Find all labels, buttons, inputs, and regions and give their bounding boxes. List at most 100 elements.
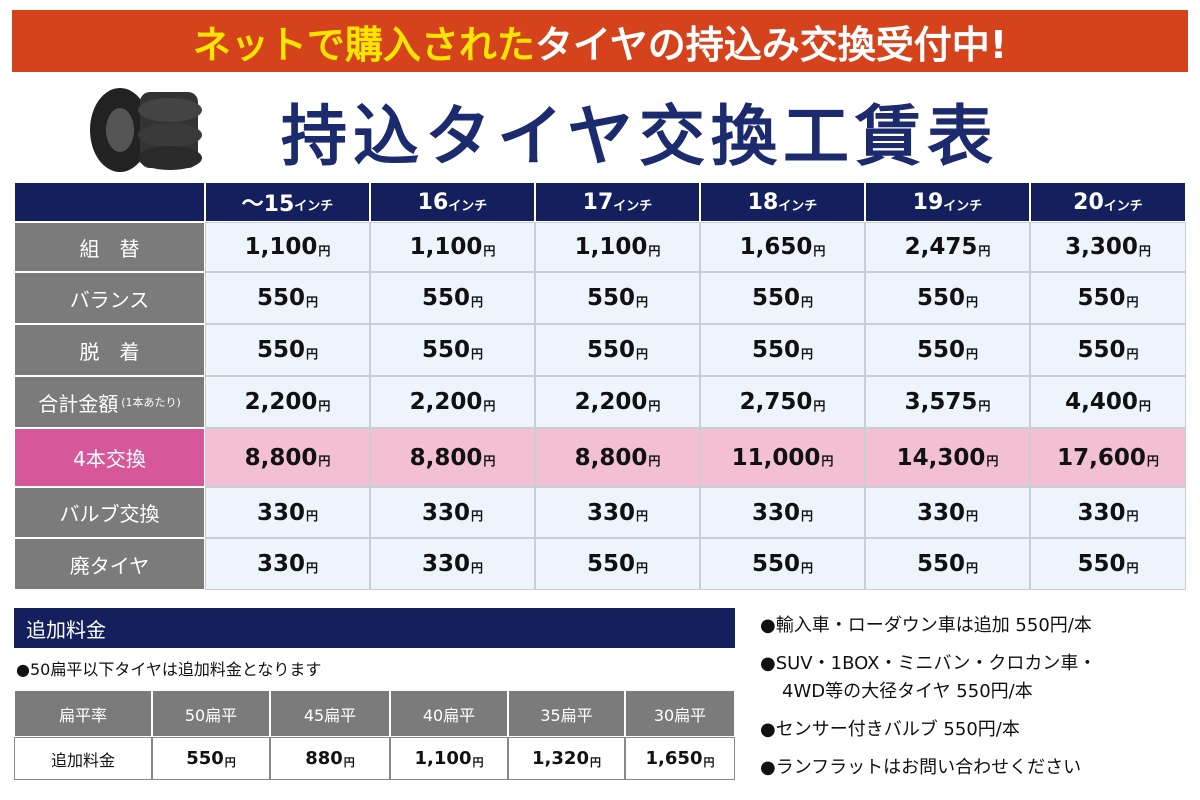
price-unit: 円 (966, 346, 979, 361)
price-cell: 3,300 円 (1030, 222, 1186, 272)
price-amount: 330 (586, 499, 635, 526)
banner: ネットで購入された タイヤの持込み交換受付中! (12, 10, 1188, 72)
price-amount: 550 (256, 337, 305, 363)
price-cell: 330 円 (865, 487, 1030, 538)
price-amount: 8,800 (409, 444, 483, 471)
price-unit: 円 (636, 509, 649, 523)
price-amount: 330 (751, 499, 800, 526)
price-cell: 330 円 (535, 487, 700, 538)
extra-row-label-text: 追加料金 (50, 750, 115, 770)
price-unit: 円 (318, 398, 331, 413)
size: 19 (912, 189, 944, 215)
note-line: 4WD等の大径タイヤ 550円/本 (782, 681, 1033, 702)
note-item: ●センサー付きバルブ 550円/本 (760, 716, 1190, 744)
extra-price-cell: 1,320 円 (508, 737, 625, 780)
note-item: ●輸入車・ローダウン車は追加 550円/本 (760, 612, 1190, 640)
column-header: 18 インチ (700, 182, 865, 222)
price-unit: 円 (483, 398, 496, 413)
price-cell: 330 円 (205, 487, 370, 538)
tire-illustration (90, 88, 202, 172)
price-cell: 550 円 (865, 538, 1030, 590)
price-amount: 550 (586, 337, 635, 363)
row-label-text: 組 替 (79, 236, 140, 261)
size-unit: インチ (448, 198, 488, 214)
notes: ●輸入車・ローダウン車は追加 550円/本 ●SUV・1BOX・ミニバン・クロカン… (760, 612, 1190, 792)
extra-header: 30扁平 (625, 690, 735, 737)
price-cell: 550 円 (205, 272, 370, 324)
price-unit: 円 (471, 509, 484, 523)
price-unit: 円 (636, 346, 649, 361)
price-unit: 円 (966, 509, 979, 523)
column-header: 〜15 インチ (205, 182, 370, 222)
price-amount: 1,100 (414, 748, 472, 769)
price-unit: 円 (1146, 454, 1159, 468)
price-cell: 550 円 (535, 324, 700, 376)
note-line: ●センサー付きバルブ 550円/本 (760, 719, 1020, 740)
price-amount: 2,200 (574, 389, 648, 415)
price-cell: 330 円 (205, 538, 370, 590)
column-header: 19 インチ (865, 182, 1030, 222)
price-cell: 2,200 円 (535, 376, 700, 428)
price-amount: 1,100 (409, 234, 483, 260)
size: 18 (747, 189, 779, 215)
price-cell: 550 円 (865, 324, 1030, 376)
row-label-text: 脱 着 (79, 339, 140, 364)
price-cell: 8,800 円 (535, 428, 700, 487)
price-unit: 円 (978, 398, 991, 413)
extra-header-text: 45扁平 (303, 705, 357, 725)
price-cell: 550 円 (370, 324, 535, 376)
price-amount: 3,300 (1065, 234, 1138, 260)
extra-header: 50扁平 (152, 690, 270, 737)
price-amount: 2,200 (409, 389, 483, 415)
price-unit: 円 (471, 560, 484, 575)
price-unit: 円 (986, 454, 999, 468)
price-amount: 550 (1077, 551, 1126, 577)
extra-price-cell: 1,100 円 (390, 737, 508, 780)
price-cell: 17,600 円 (1030, 428, 1186, 487)
price-cell: 550 円 (865, 272, 1030, 324)
price-unit: 円 (966, 560, 979, 575)
row-label-note: (1本あたり) (121, 396, 181, 409)
price-unit: 円 (978, 243, 991, 258)
price-cell: 8,800 円 (370, 428, 535, 487)
note-line: ●輸入車・ローダウン車は追加 550円/本 (760, 615, 1092, 636)
price-cell: 550 円 (700, 272, 865, 324)
extra-header: 扁平率 (14, 690, 152, 737)
price-unit: 円 (801, 294, 814, 309)
price-amount: 2,200 (244, 389, 318, 415)
price-unit: 円 (648, 454, 661, 468)
price-unit: 円 (801, 509, 814, 523)
row-label: バルブ交換 (14, 487, 205, 538)
price-cell: 330 円 (1030, 487, 1186, 538)
price-amount: 550 (421, 337, 470, 363)
row-label-text: バルブ交換 (59, 502, 160, 526)
price-cell: 11,000 円 (700, 428, 865, 487)
price-cell: 550 円 (1030, 538, 1186, 590)
price-unit: 円 (318, 454, 331, 468)
column-header: 17 インチ (535, 182, 700, 222)
extra-header-text: 扁平率 (58, 705, 107, 725)
price-unit: 円 (343, 755, 355, 769)
price-amount: 550 (1077, 337, 1126, 363)
price-amount: 330 (1077, 499, 1126, 526)
price-unit: 円 (1126, 294, 1139, 309)
price-cell: 14,300 円 (865, 428, 1030, 487)
price-cell: 3,575 円 (865, 376, 1030, 428)
price-amount: 550 (916, 337, 965, 363)
price-unit: 円 (483, 454, 496, 468)
banner-text: ネットで購入された (192, 22, 535, 67)
price-amount: 550 (751, 551, 800, 577)
price-cell: 550 円 (535, 272, 700, 324)
price-unit: 円 (224, 755, 236, 769)
row-label-text: 合計金額 (38, 391, 119, 416)
price-amount: 550 (256, 285, 305, 311)
price-cell: 330 円 (370, 538, 535, 590)
price-amount: 550 (916, 551, 965, 577)
row-label: 組 替 (14, 222, 205, 272)
row-label: バランス (14, 272, 205, 324)
extra-header-text: 30扁平 (653, 705, 707, 725)
price-cell: 1,100 円 (205, 222, 370, 272)
price-cell: 1,650 円 (700, 222, 865, 272)
extra-price-cell: 550 円 (152, 737, 270, 780)
